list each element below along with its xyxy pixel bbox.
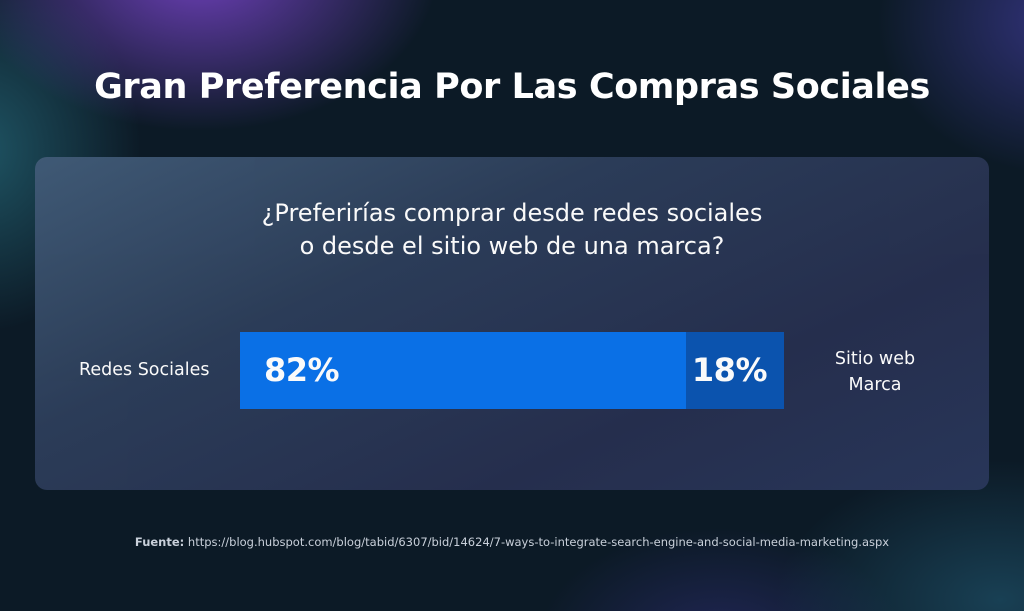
redes-sociales-label: Redes Sociales xyxy=(79,360,210,380)
bar-segment-sitio-web-marca: 18% xyxy=(686,332,784,409)
page-title: Gran Preferencia Por Las Compras Sociale… xyxy=(94,67,930,107)
bar-value-label: 82% xyxy=(264,351,340,389)
stacked-bar: 82% 18% xyxy=(240,332,784,409)
source-label: Fuente: xyxy=(134,535,185,549)
source-url: https://blog.hubspot.com/blog/tabid/6307… xyxy=(187,535,890,549)
question-line-2: o desde el sitio web de una marca? xyxy=(299,232,725,260)
chart-card: ¿Preferirías comprar desde redes sociale… xyxy=(35,157,989,490)
bar-segment-redes-sociales: 82% xyxy=(240,332,686,409)
bar-value-label: 18% xyxy=(691,351,768,389)
sitio-web-marca-label: Sitio web Marca xyxy=(815,346,935,398)
chart-question: ¿Preferirías comprar desde redes sociale… xyxy=(35,197,989,263)
sitio-web-label-line-2: Marca xyxy=(848,375,902,395)
sitio-web-label-line-1: Sitio web xyxy=(834,349,916,369)
question-line-1: ¿Preferirías comprar desde redes sociale… xyxy=(261,199,763,227)
source-citation: Fuente: https://blog.hubspot.com/blog/ta… xyxy=(0,533,1024,551)
